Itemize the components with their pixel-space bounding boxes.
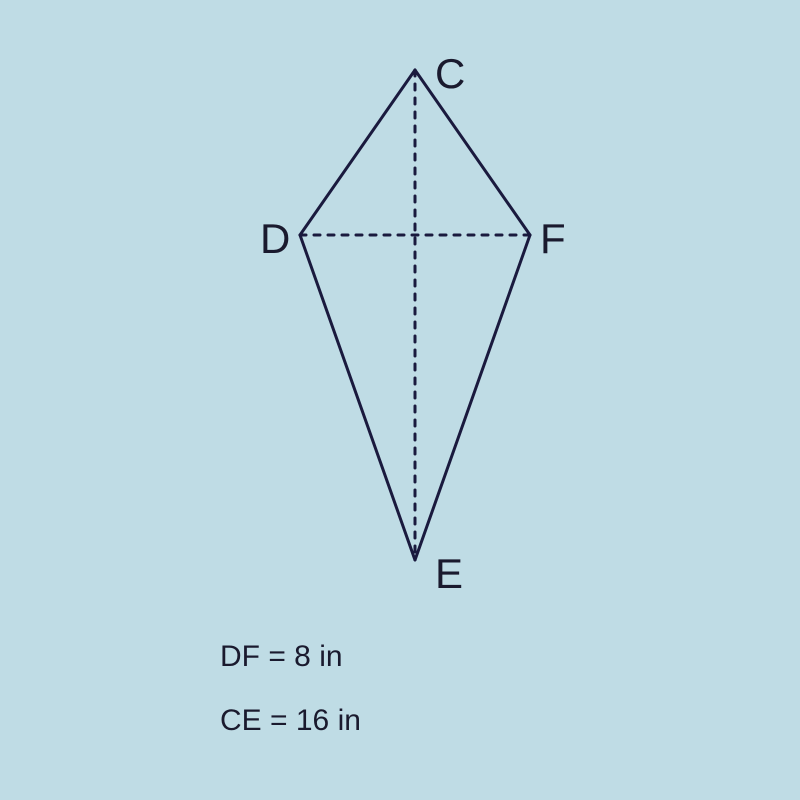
- kite-svg: [140, 40, 640, 620]
- kite-diagram: CDFE: [140, 40, 540, 620]
- kite-edge: [300, 235, 415, 560]
- measurement-ce: CE = 16 in: [220, 704, 361, 738]
- vertex-label-e: E: [435, 550, 463, 598]
- kite-edge: [300, 70, 415, 235]
- measurement-df: DF = 8 in: [220, 640, 361, 674]
- kite-edge: [415, 235, 530, 560]
- vertex-label-d: D: [260, 215, 290, 263]
- kite-edge: [415, 70, 530, 235]
- vertex-label-f: F: [540, 215, 566, 263]
- vertex-label-c: C: [435, 50, 465, 98]
- measurements-block: DF = 8 in CE = 16 in: [220, 640, 361, 768]
